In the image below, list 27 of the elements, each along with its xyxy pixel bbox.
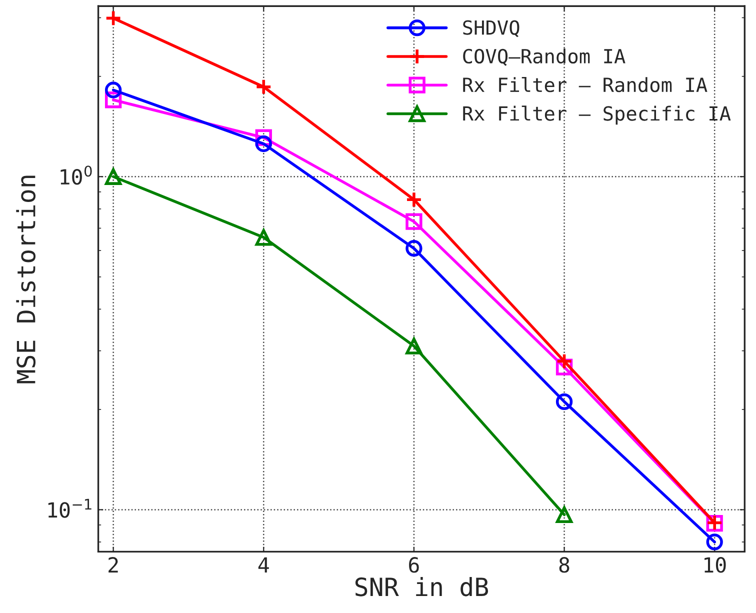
point <box>255 135 272 152</box>
point <box>406 191 422 208</box>
x-tick-label: 8 <box>559 557 570 573</box>
point <box>556 393 573 410</box>
point <box>406 240 422 257</box>
x-tick-label: 4 <box>258 557 269 572</box>
point <box>255 78 272 96</box>
point <box>255 229 272 246</box>
point <box>406 213 422 230</box>
point <box>556 352 573 370</box>
x-tick-label: 6 <box>409 557 419 573</box>
legend-label: COVQ–Random IA <box>463 48 626 66</box>
point <box>104 168 122 185</box>
point <box>706 534 723 550</box>
x-tick-label: 2 <box>108 557 118 572</box>
y-tick-label: 10$^{0}$ <box>60 166 92 185</box>
point <box>556 506 573 524</box>
y-tick-label: 10$^{−1}$ <box>48 498 92 518</box>
point <box>104 10 122 27</box>
point <box>406 338 422 354</box>
legend-label: Rx Filter – Random IA <box>463 77 708 92</box>
point <box>104 82 122 98</box>
legend-label: Rx Filter – Specific IA <box>463 106 731 125</box>
x-tick-label: 10 <box>704 557 726 573</box>
legend-label: SHDVQ <box>463 20 520 38</box>
y-axis-title: MSE Distortion <box>16 176 36 384</box>
x-axis-title: SNR in dB <box>355 576 488 596</box>
